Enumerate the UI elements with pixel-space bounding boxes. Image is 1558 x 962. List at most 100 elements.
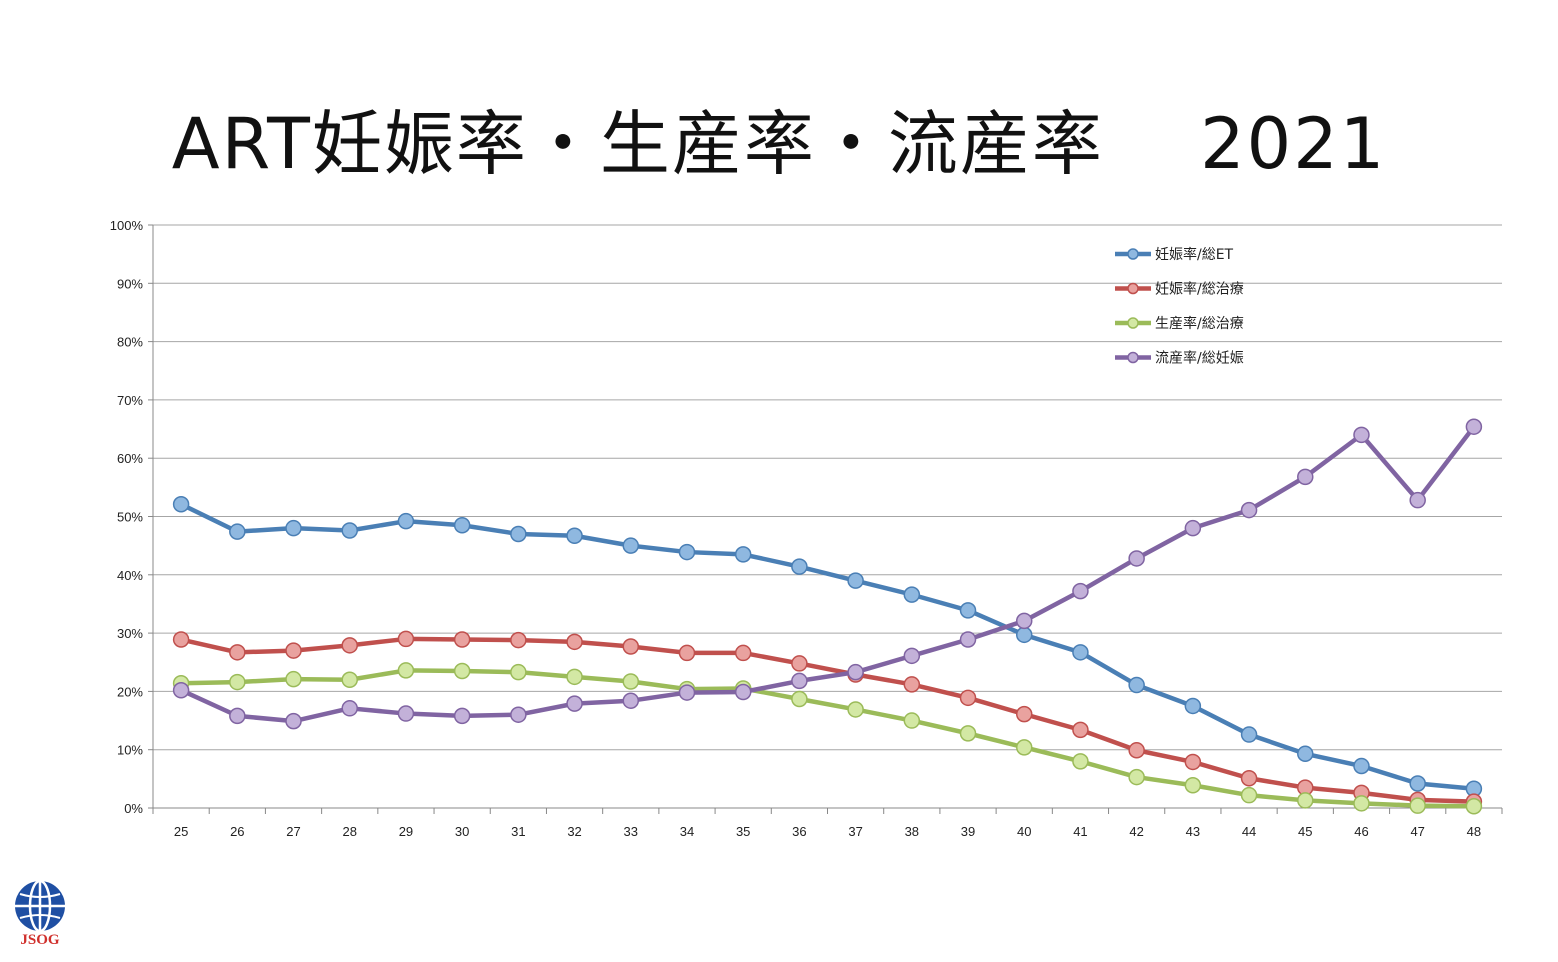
x-tick-label: 42 [1129, 824, 1143, 839]
y-tick-label: 30% [117, 626, 143, 641]
data-point [678, 543, 696, 561]
data-point [959, 725, 977, 742]
data-point [622, 537, 640, 554]
data-point [510, 706, 527, 723]
x-tick-label: 39 [961, 824, 975, 839]
data-point [341, 522, 358, 539]
data-point [510, 525, 527, 543]
series-1 [172, 496, 1483, 798]
legend-swatch-marker [1127, 248, 1139, 260]
data-point [229, 644, 246, 661]
data-point [1184, 777, 1202, 794]
data-point [1072, 644, 1089, 661]
data-point [1015, 626, 1033, 644]
data-point [622, 692, 640, 709]
data-point [1240, 726, 1258, 743]
data-point [903, 712, 921, 729]
x-tick-label: 26 [230, 824, 244, 839]
data-point [1015, 705, 1033, 723]
legend-swatch-marker [1127, 317, 1139, 329]
x-tick-label: 32 [567, 824, 581, 839]
data-point [1184, 753, 1202, 771]
data-point [566, 527, 583, 544]
series-2 [172, 630, 1483, 810]
y-tick-label: 0% [124, 801, 143, 816]
data-point [285, 519, 302, 537]
data-point [1353, 795, 1370, 812]
data-point [285, 642, 302, 659]
data-point [791, 672, 808, 690]
data-point [678, 644, 696, 662]
x-tick-label: 41 [1073, 824, 1087, 839]
data-point [566, 695, 583, 712]
x-tick-label: 46 [1354, 824, 1368, 839]
y-tick-label: 20% [117, 684, 143, 699]
data-point [1128, 768, 1145, 786]
legend-swatch-marker [1127, 282, 1139, 295]
data-point [341, 637, 358, 654]
data-point [1128, 676, 1145, 694]
data-point [1015, 612, 1033, 630]
data-point [959, 631, 977, 648]
data-point [1297, 792, 1314, 809]
x-tick-label: 28 [342, 824, 356, 839]
jsog-logo: JSOG [12, 878, 68, 958]
x-tick-label: 45 [1298, 824, 1312, 839]
y-tick-label: 80% [117, 335, 143, 350]
data-point [1353, 426, 1370, 444]
data-point [847, 701, 864, 718]
series-4 [172, 418, 1483, 730]
series-line [180, 636, 1474, 804]
data-point [566, 633, 583, 651]
data-point [1240, 501, 1258, 519]
data-point [791, 655, 808, 672]
data-point [1297, 745, 1314, 763]
data-point [453, 631, 471, 648]
data-point [1353, 757, 1370, 775]
y-tick-label: 50% [117, 510, 143, 525]
data-point [397, 630, 415, 648]
data-point [453, 662, 471, 680]
series-line [180, 502, 1475, 792]
x-tick-label: 47 [1410, 824, 1424, 839]
data-point [566, 668, 583, 686]
data-point [959, 602, 977, 619]
data-point [172, 631, 190, 648]
data-point [229, 523, 246, 540]
data-point [285, 670, 302, 688]
x-tick-label: 37 [848, 824, 862, 839]
data-point [734, 644, 752, 662]
y-tick-label: 60% [117, 451, 143, 466]
data-point [453, 707, 471, 725]
x-tick-label: 35 [736, 824, 750, 839]
chart-series [172, 418, 1483, 815]
data-point [229, 707, 246, 725]
data-point [1240, 770, 1258, 787]
data-point [397, 662, 415, 679]
data-point [734, 683, 752, 701]
series-3 [172, 662, 1483, 815]
series-line [181, 668, 1474, 809]
y-tick-label: 90% [117, 276, 143, 291]
data-point [1072, 721, 1089, 739]
x-tick-label: 27 [286, 824, 300, 839]
data-point [397, 705, 415, 722]
y-tick-label: 70% [117, 393, 143, 408]
data-point [1409, 775, 1426, 792]
data-point [1015, 739, 1033, 756]
logo-text: JSOG [20, 932, 60, 948]
x-tick-label: 40 [1017, 824, 1031, 839]
x-tick-label: 25 [174, 824, 188, 839]
y-axis-ticks: 0% 10% 20% 30% 40% 50% 60% 70% 80% 90% 100% [110, 218, 144, 816]
data-point [678, 684, 696, 701]
x-tick-label: 33 [624, 824, 638, 839]
data-point [734, 546, 752, 563]
data-point [397, 512, 415, 530]
x-tick-label: 44 [1242, 824, 1256, 839]
legend-item: 生産率/総治療 [1115, 315, 1244, 332]
legend-item: 妊娠率/総ET [1115, 246, 1234, 263]
legend-item: 妊娠率/総治療 [1115, 281, 1244, 298]
data-point [510, 663, 527, 681]
legend-label: 生産率/総治療 [1155, 315, 1244, 332]
data-point [1072, 753, 1089, 770]
